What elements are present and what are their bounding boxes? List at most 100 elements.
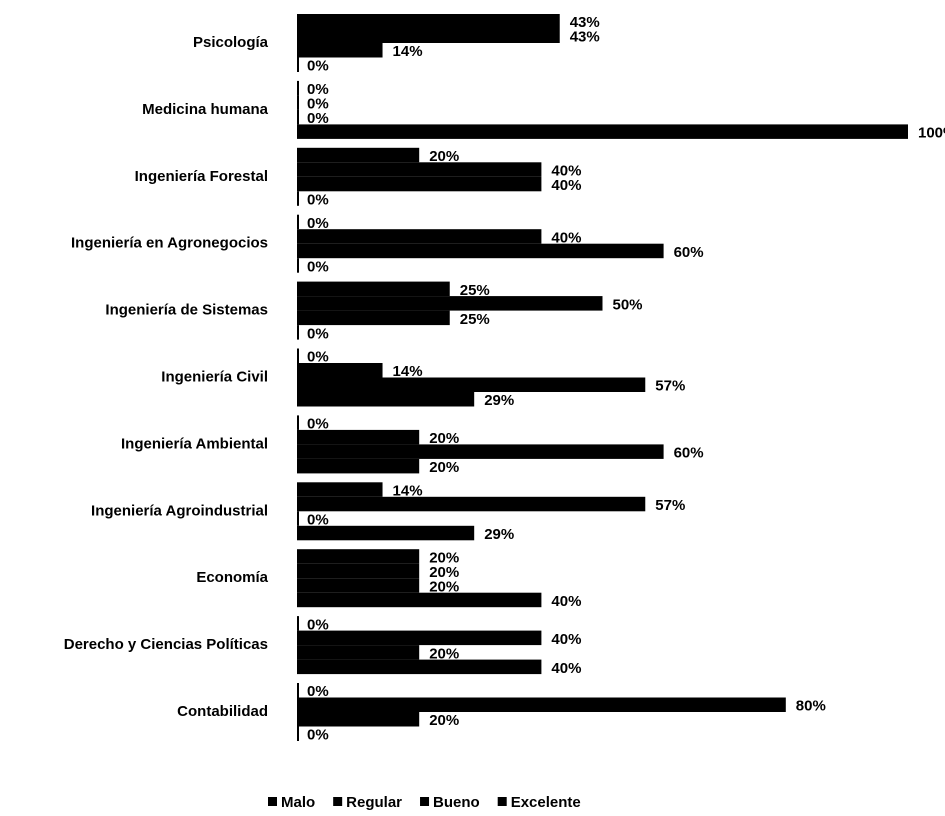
value-label: 40% bbox=[551, 631, 581, 648]
value-label: 43% bbox=[570, 14, 600, 31]
bar bbox=[297, 296, 603, 311]
bar bbox=[297, 444, 664, 459]
category-label: Ingeniería Ambiental bbox=[121, 435, 268, 452]
legend-label: Excelente bbox=[511, 794, 581, 811]
legend-swatch bbox=[420, 797, 430, 806]
bar bbox=[297, 43, 383, 58]
value-label: 40% bbox=[551, 229, 581, 246]
bar bbox=[297, 429, 420, 445]
bar bbox=[297, 28, 560, 43]
legend-label: Regular bbox=[346, 794, 402, 811]
category-label: Medicina humana bbox=[142, 101, 269, 118]
bar bbox=[297, 712, 420, 727]
bar bbox=[297, 659, 542, 675]
bar bbox=[297, 683, 299, 698]
value-label: 0% bbox=[307, 258, 329, 275]
bar bbox=[297, 392, 475, 407]
value-label: 20% bbox=[429, 148, 459, 165]
value-label: 80% bbox=[796, 698, 826, 715]
bar bbox=[297, 95, 299, 110]
bar bbox=[297, 310, 450, 326]
value-label: 0% bbox=[307, 96, 329, 113]
bar bbox=[297, 229, 542, 244]
bar bbox=[297, 616, 299, 631]
bar bbox=[297, 176, 542, 192]
bar bbox=[297, 458, 420, 474]
value-label: 20% bbox=[429, 564, 459, 581]
value-label: 40% bbox=[551, 660, 581, 677]
value-label: 100% bbox=[918, 125, 945, 142]
value-label: 29% bbox=[484, 392, 514, 409]
value-label: 25% bbox=[460, 282, 490, 299]
value-label: 20% bbox=[429, 645, 459, 662]
bar bbox=[297, 726, 299, 741]
value-label: 60% bbox=[674, 445, 704, 462]
value-label: 0% bbox=[307, 349, 329, 366]
value-label: 0% bbox=[307, 215, 329, 232]
category-label: Ingeniería Civil bbox=[161, 368, 268, 385]
bar bbox=[297, 363, 383, 378]
value-label: 20% bbox=[429, 549, 459, 566]
value-label: 20% bbox=[429, 712, 459, 729]
bar bbox=[297, 496, 646, 512]
value-label: 20% bbox=[429, 459, 459, 476]
value-label: 14% bbox=[393, 483, 423, 500]
category-label: Ingeniería de Sistemas bbox=[105, 302, 268, 319]
bar bbox=[297, 592, 542, 608]
value-label: 20% bbox=[429, 430, 459, 447]
bar bbox=[297, 377, 646, 392]
category-label: Contabilidad bbox=[177, 703, 268, 720]
bar bbox=[297, 348, 299, 363]
bar bbox=[297, 578, 420, 593]
bar bbox=[297, 549, 420, 564]
value-label: 0% bbox=[307, 58, 329, 75]
bar bbox=[297, 281, 450, 297]
value-label: 0% bbox=[307, 416, 329, 433]
value-label: 0% bbox=[307, 683, 329, 700]
value-label: 25% bbox=[460, 311, 490, 328]
bar bbox=[297, 124, 908, 139]
value-label: 40% bbox=[551, 177, 581, 194]
category-label: Ingeniería Forestal bbox=[135, 168, 268, 185]
bar bbox=[297, 645, 420, 660]
value-label: 29% bbox=[484, 526, 514, 543]
bar bbox=[297, 162, 542, 177]
bar bbox=[297, 80, 299, 96]
bar bbox=[297, 109, 299, 125]
value-label: 20% bbox=[429, 578, 459, 595]
bar bbox=[297, 258, 299, 273]
legend-swatch bbox=[333, 797, 343, 806]
value-label: 0% bbox=[307, 192, 329, 209]
category-label: Economía bbox=[196, 569, 268, 586]
value-label: 0% bbox=[307, 81, 329, 98]
bar bbox=[297, 563, 420, 579]
legend-swatch bbox=[268, 797, 277, 806]
category-label: Derecho y Ciencias Políticas bbox=[64, 636, 268, 653]
value-label: 0% bbox=[307, 110, 329, 127]
value-label: 0% bbox=[307, 325, 329, 342]
bar bbox=[297, 214, 299, 230]
bar bbox=[297, 525, 475, 541]
bar bbox=[297, 191, 299, 206]
value-label: 57% bbox=[655, 497, 685, 514]
category-label: Ingeniería Agroindustrial bbox=[91, 502, 268, 519]
value-label: 14% bbox=[393, 363, 423, 380]
bar bbox=[297, 147, 420, 163]
value-label: 57% bbox=[655, 378, 685, 395]
bar bbox=[297, 630, 542, 646]
category-label: Psicología bbox=[193, 34, 269, 51]
value-label: 50% bbox=[613, 296, 643, 313]
category-label: Ingeniería en Agronegocios bbox=[71, 235, 268, 252]
bar bbox=[297, 697, 786, 712]
value-label: 43% bbox=[570, 29, 600, 46]
bar bbox=[297, 325, 299, 340]
value-label: 14% bbox=[393, 43, 423, 60]
bar bbox=[297, 243, 664, 259]
value-label: 0% bbox=[307, 512, 329, 529]
bar bbox=[297, 511, 299, 526]
legend-label: Bueno bbox=[433, 794, 480, 811]
value-label: 40% bbox=[551, 593, 581, 610]
value-label: 0% bbox=[307, 616, 329, 633]
bar bbox=[297, 57, 299, 72]
